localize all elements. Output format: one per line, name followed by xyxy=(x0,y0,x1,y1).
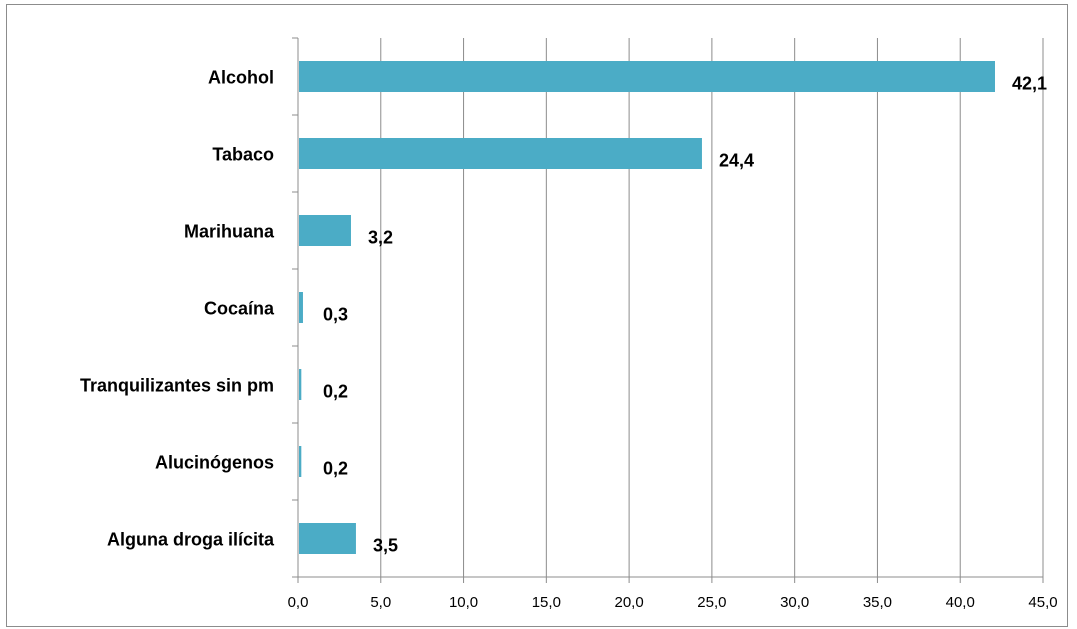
value-label: 3,2 xyxy=(368,228,393,248)
x-tick-label: 30,0 xyxy=(780,594,809,611)
value-label: 42,1 xyxy=(1012,74,1047,94)
category-label: Tabaco xyxy=(212,145,274,165)
bar xyxy=(299,523,356,554)
bars xyxy=(299,61,995,554)
x-tick-label: 40,0 xyxy=(946,594,975,611)
x-tick-label: 25,0 xyxy=(697,594,726,611)
category-label: Alcohol xyxy=(208,68,274,88)
x-tick-label: 20,0 xyxy=(615,594,644,611)
bar xyxy=(299,292,303,323)
category-label: Marihuana xyxy=(184,222,275,242)
category-label: Alucinógenos xyxy=(155,453,274,473)
bar xyxy=(299,446,301,477)
x-tick-label: 35,0 xyxy=(863,594,892,611)
bar xyxy=(299,61,995,92)
value-label: 0,2 xyxy=(323,382,348,402)
bar xyxy=(299,138,702,169)
category-label: Alguna droga ilícita xyxy=(107,530,275,550)
x-tick-label: 5,0 xyxy=(370,594,391,611)
category-label: Cocaína xyxy=(204,299,275,319)
axes xyxy=(292,38,1043,583)
x-tick-label: 10,0 xyxy=(449,594,478,611)
bar xyxy=(299,215,351,246)
value-label: 3,5 xyxy=(373,536,398,556)
value-label: 0,2 xyxy=(323,459,348,479)
category-label: Tranquilizantes sin pm xyxy=(80,376,274,396)
x-tick-label: 0,0 xyxy=(288,594,309,611)
x-tick-label: 15,0 xyxy=(532,594,561,611)
bar xyxy=(299,369,301,400)
gridlines xyxy=(381,38,1043,577)
value-label: 24,4 xyxy=(719,151,754,171)
x-tick-label: 45,0 xyxy=(1028,594,1057,611)
value-label: 0,3 xyxy=(323,305,348,325)
